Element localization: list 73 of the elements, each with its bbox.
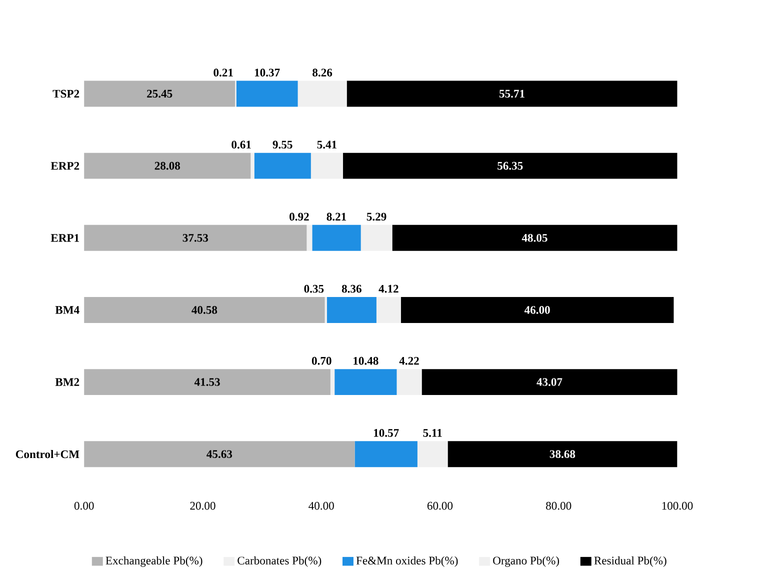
- y-tick-label: ERP1: [50, 234, 79, 242]
- data-label: 5.11: [423, 429, 442, 437]
- data-label: 56.35: [498, 162, 523, 170]
- data-label: 8.26: [312, 68, 332, 77]
- bar: [392, 225, 678, 251]
- bar: [84, 225, 307, 251]
- bar: [236, 80, 298, 107]
- data-label: 4.12: [378, 284, 398, 293]
- legend-label: Organo Pb(%): [493, 556, 560, 567]
- x-tick-label: 40.00: [308, 502, 334, 510]
- data-label: 0.35: [304, 284, 324, 293]
- bar: [400, 297, 674, 324]
- data-label: 0.21: [214, 68, 233, 77]
- bar: [298, 80, 347, 107]
- bar: [84, 441, 355, 468]
- bar: [84, 369, 330, 396]
- data-label: 48.05: [522, 234, 548, 242]
- data-label: 10.37: [254, 68, 280, 77]
- data-label: 8.21: [326, 212, 346, 221]
- data-label: 46.00: [524, 306, 550, 314]
- data-label: 0.70: [312, 357, 332, 365]
- data-label: 10.48: [354, 357, 378, 365]
- data-label: 38.68: [550, 450, 576, 458]
- bar: [360, 225, 392, 251]
- data-label: 10.57: [374, 429, 399, 437]
- data-label: 5.41: [317, 140, 336, 149]
- bar: [448, 441, 678, 468]
- bar: [354, 441, 418, 468]
- legend-label: Fe&Mn oxides Pb(%): [356, 556, 458, 567]
- data-label: 43.07: [536, 378, 562, 386]
- bar: [346, 80, 678, 107]
- bar: [312, 225, 361, 251]
- data-label: 9.55: [272, 140, 292, 149]
- x-tick-label: 20.00: [190, 502, 216, 510]
- y-tick-label: ERP2: [50, 162, 80, 170]
- legend-label: Residual Pb(%): [594, 556, 666, 567]
- bar: [84, 152, 251, 179]
- bar: [84, 80, 236, 107]
- bar: [306, 225, 312, 251]
- data-label: 5.29: [366, 212, 386, 221]
- bar: [376, 297, 401, 324]
- x-tick-label: 100.00: [662, 502, 693, 510]
- data-label: 45.63: [206, 450, 232, 458]
- bar: [254, 152, 311, 179]
- y-tick-label: BM4: [55, 306, 80, 314]
- bar: [334, 369, 397, 396]
- data-label: 37.53: [182, 234, 208, 242]
- x-tick-label: 80.00: [546, 502, 572, 510]
- data-label: 0.92: [290, 212, 309, 221]
- data-label: 8.36: [342, 284, 362, 293]
- data-label: 55.71: [499, 90, 524, 98]
- bar: [326, 297, 376, 324]
- bar: [310, 152, 344, 179]
- legend-label: Exchangeable Pb(%): [106, 556, 202, 567]
- x-tick-label: 60.00: [427, 502, 453, 510]
- bar: [330, 369, 335, 396]
- data-label: 28.08: [154, 162, 180, 170]
- data-label: 0.61: [232, 140, 251, 149]
- y-tick-label: BM2: [55, 378, 80, 386]
- legend-label: Carbonates Pb(%): [238, 556, 322, 567]
- bar: [417, 441, 448, 468]
- data-label: 25.45: [147, 90, 172, 98]
- data-label: 41.53: [194, 378, 220, 386]
- data-label: 4.22: [399, 357, 419, 365]
- y-tick-label: TSP2: [52, 90, 80, 98]
- x-tick-label: 0.00: [74, 502, 94, 510]
- y-tick-label: Control+CM: [16, 450, 80, 458]
- data-label: 40.58: [192, 306, 218, 314]
- bar: [422, 369, 678, 396]
- bar: [343, 152, 678, 179]
- bar: [396, 369, 422, 396]
- bar: [250, 152, 254, 179]
- bar: [84, 297, 325, 324]
